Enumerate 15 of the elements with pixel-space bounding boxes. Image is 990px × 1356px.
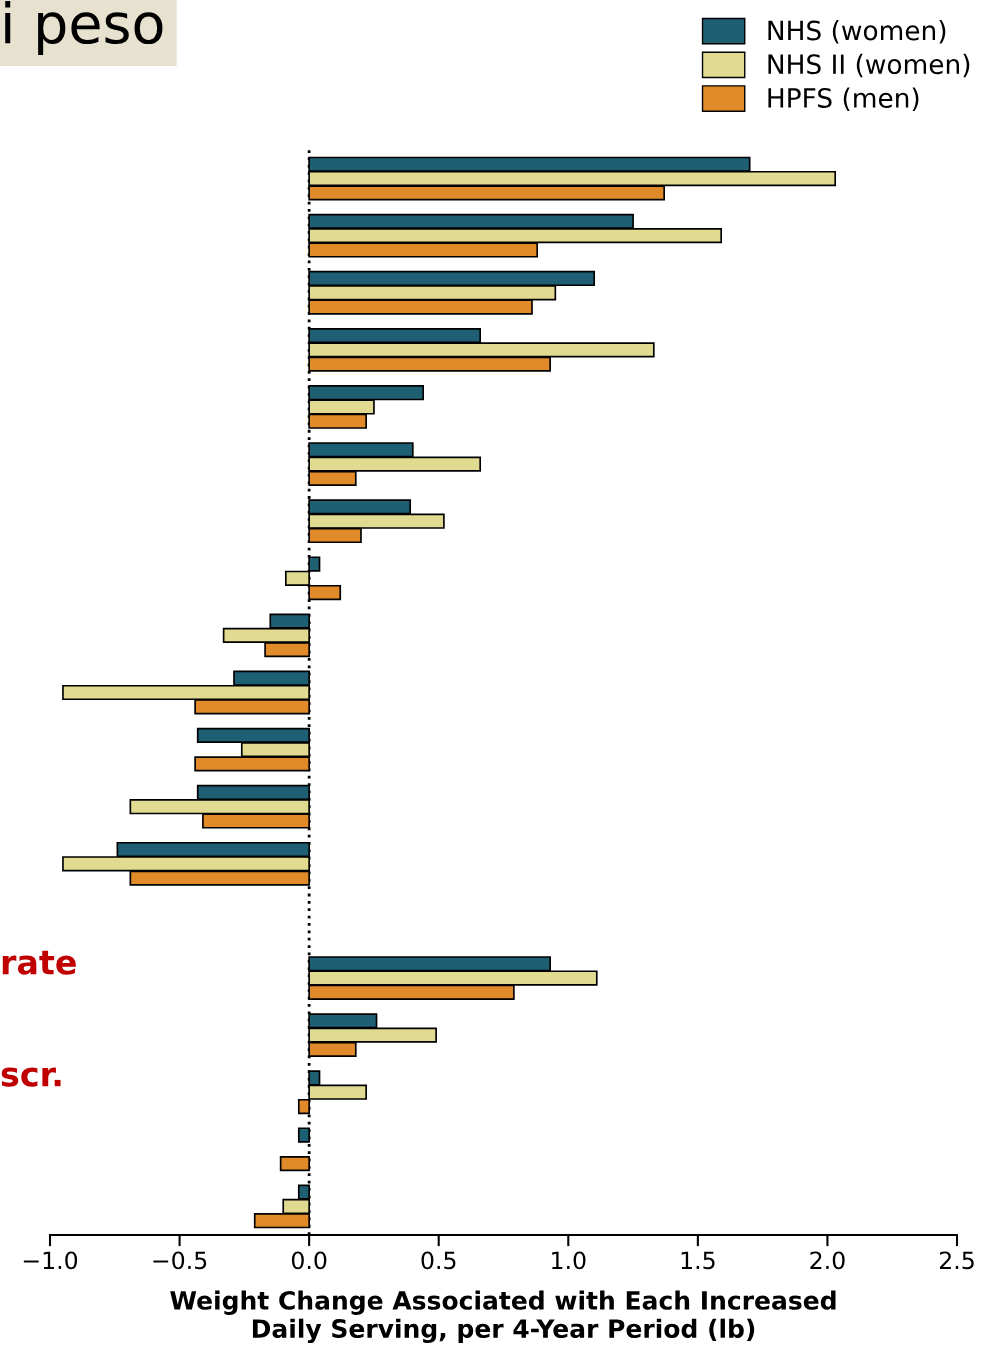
legend-label: NHS (women) — [768, 20, 946, 44]
annotation: rate — [2, 950, 76, 975]
x-tick-label: 0.5 — [421, 1251, 456, 1270]
x-tick-label: 1.0 — [552, 1251, 586, 1270]
x-tick-label: −0.5 — [153, 1251, 207, 1270]
x-tick-label: 2.5 — [939, 1251, 974, 1270]
annotation: scr. — [1, 1067, 61, 1087]
x-tick-label: 0.0 — [291, 1251, 327, 1270]
x-axis-title: Weight Change Associated with Each Increased Daily Serving, per 4-Year Period (lb) — [170, 1290, 836, 1344]
x-tick-label: 2.0 — [810, 1251, 845, 1270]
chart-title: i peso — [5, 1, 163, 55]
legend-label: NHS II (women) — [768, 53, 970, 78]
x-tick-label: 1.5 — [681, 1251, 715, 1270]
legend-label: HPFS (men) — [768, 87, 919, 112]
x-tick-label: −1.0 — [23, 1251, 78, 1270]
